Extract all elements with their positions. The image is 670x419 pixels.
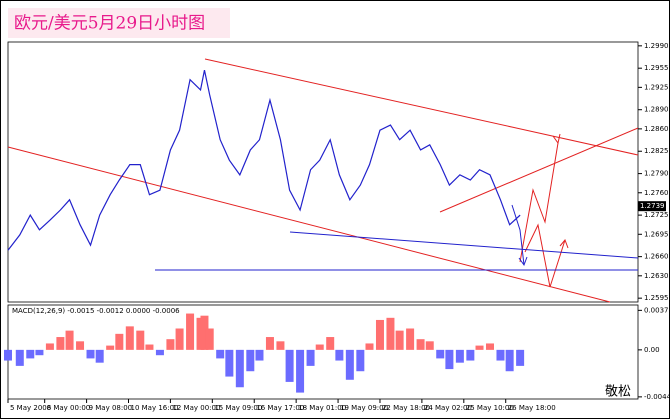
macd-bar — [285, 349, 294, 382]
x-tick-label: 12 May 00:00 — [172, 404, 220, 412]
macd-bar — [216, 349, 225, 359]
macd-bar — [466, 349, 475, 361]
macd-bar — [15, 349, 24, 366]
macd-bar — [76, 341, 85, 350]
macd-bar — [455, 349, 464, 363]
y-tick-label: 1.2955 — [644, 64, 669, 72]
x-tick-label: 22 May 18:00 — [382, 404, 430, 412]
x-tick-label: 10 May 16:00 — [130, 404, 178, 412]
macd-bar — [485, 343, 494, 350]
macd-bar — [306, 349, 315, 366]
support-lines — [155, 204, 639, 271]
macd-bar — [356, 349, 365, 372]
y-tick-label: 1.2630 — [644, 272, 669, 280]
macd-bar — [235, 349, 244, 388]
macd-bar — [26, 349, 35, 359]
macd-bar — [186, 313, 195, 350]
price-line — [7, 69, 521, 251]
macd-bar — [115, 333, 124, 350]
macd-bar — [505, 349, 514, 372]
macd-bar — [56, 337, 65, 350]
macd-bar — [375, 319, 384, 350]
macd-title: MACD(12,26,9) -0.0015 -0.0012 0.0000 -0.… — [12, 307, 180, 315]
macd-bar — [225, 349, 234, 377]
macd-bar — [200, 315, 209, 350]
macd-bar — [145, 344, 154, 350]
x-tick-label: 16 May 17:00 — [256, 404, 304, 412]
y-tick-label: 1.2790 — [644, 170, 669, 178]
macd-bar — [265, 337, 274, 350]
macd-bar — [516, 349, 525, 366]
x-tick-label: 15 May 09:00 — [214, 404, 262, 412]
macd-bar — [155, 349, 164, 356]
macd-bar — [496, 349, 505, 361]
macd-bar — [246, 349, 255, 372]
macd-bar — [326, 337, 335, 350]
y-tick-label: 1.2660 — [644, 253, 669, 261]
x-tick-label: 26 May 18:00 — [508, 404, 556, 412]
y-tick-label: 0.0037 — [644, 306, 669, 314]
y-tick-label: 1.2725 — [644, 211, 669, 219]
y-tick-label: 1.2890 — [644, 106, 669, 114]
macd-bar — [386, 317, 395, 350]
x-tick-label: 18 May 01:00 — [298, 404, 346, 412]
macd-bar — [35, 349, 44, 356]
macd-bar — [175, 328, 184, 350]
x-tick-label: 25 May 10:00 — [466, 404, 514, 412]
signature: 敬松 — [605, 384, 631, 400]
macd-bar — [45, 343, 54, 350]
macd-bar — [86, 349, 95, 359]
y-tick-label: 1.2695 — [644, 230, 669, 238]
macd-bar — [425, 341, 434, 350]
x-tick-label: 5 May 2006 — [10, 404, 52, 412]
macd-bar — [436, 349, 445, 359]
macd-bar — [445, 349, 454, 370]
price-panel — [7, 41, 639, 303]
macd-bar — [406, 328, 415, 350]
macd-bar — [365, 343, 374, 350]
macd-bar — [416, 339, 425, 350]
macd-bar — [395, 330, 404, 350]
macd-bar — [276, 341, 285, 350]
title-box — [8, 8, 230, 38]
y-tick-label: 1.2925 — [644, 83, 669, 91]
y-tick-label: -0.0044 — [644, 393, 670, 401]
macd-bar — [136, 330, 145, 350]
y-tick-label: 1.2595 — [644, 294, 669, 302]
macd-bar — [65, 330, 74, 350]
macd-bar — [255, 349, 264, 361]
macd-bar — [95, 349, 104, 363]
macd-bar — [345, 349, 354, 380]
macd-bar — [205, 328, 214, 350]
trend-lines — [7, 58, 639, 303]
macd-bar — [475, 345, 484, 350]
macd-bar — [106, 345, 115, 350]
x-tick-label: 19 May 09:00 — [340, 404, 388, 412]
macd-bar — [166, 339, 175, 350]
y-tick-label: 1.2860 — [644, 125, 669, 133]
y-tick-label: 0.00 — [644, 346, 660, 354]
macd-bar — [125, 326, 134, 350]
macd-bar — [296, 349, 305, 393]
price-tag-label: 1.2739 — [640, 202, 665, 210]
x-tick-label: 9 May 08:00 — [89, 404, 133, 412]
x-tick-label: 8 May 00:00 — [47, 404, 91, 412]
macd-bar — [335, 349, 344, 361]
chart-title: 欧元/美元5月29日小时图 — [14, 14, 205, 34]
y-tick-label: 1.2990 — [644, 42, 669, 50]
macd-bar — [4, 349, 12, 361]
y-tick-label: 1.2825 — [644, 147, 669, 155]
macd-bar — [315, 344, 324, 350]
y-tick-label: 1.2760 — [644, 189, 669, 197]
price-tag — [638, 201, 666, 212]
x-tick-label: 24 May 02:00 — [424, 404, 472, 412]
